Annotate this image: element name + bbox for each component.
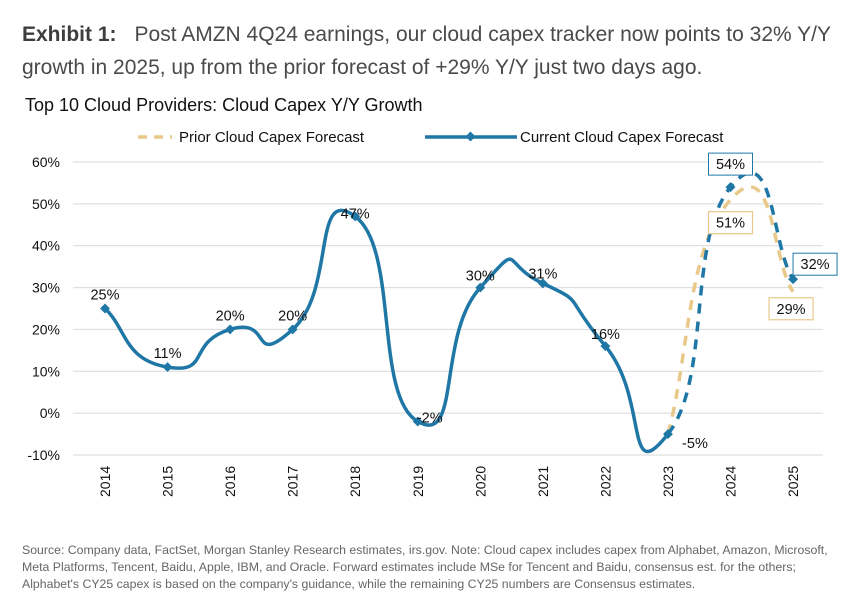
legend: Prior Cloud Capex Forecast Current Cloud …	[138, 129, 724, 146]
series-current-marker	[412, 416, 423, 427]
x-tick-label: 2022	[597, 466, 613, 497]
series-current-marker	[475, 282, 486, 293]
series-current-marker	[287, 324, 298, 335]
x-tick-label: 2023	[660, 466, 676, 497]
chart-title: Top 10 Cloud Providers: Cloud Capex Y/Y …	[25, 95, 423, 115]
series-prior-line	[666, 185, 795, 435]
current-data-label: 16%	[591, 327, 620, 343]
exhibit-caption: Exhibit 1: Post AMZN 4Q24 earnings, our c…	[22, 18, 842, 84]
series-current-line-actual	[103, 208, 670, 453]
series-current-marker	[350, 211, 361, 222]
x-tick-label: 2021	[535, 466, 551, 497]
y-tick-label: 40%	[32, 238, 60, 254]
current-data-label: 20%	[278, 308, 307, 324]
source-footnote: Source: Company data, FactSet, Morgan St…	[22, 543, 828, 591]
x-tick-label: 2015	[160, 466, 176, 497]
prior-data-label: 29%	[777, 302, 806, 318]
series-current-marker	[225, 324, 236, 335]
y-axis-ticks: 60% 50% 40% 30% 20% 10% 0% -10%	[27, 154, 60, 463]
y-tick-label: 50%	[32, 196, 60, 212]
current-data-label: -5%	[682, 436, 708, 452]
x-tick-label: 2024	[723, 466, 739, 497]
x-tick-label: 2025	[785, 466, 801, 497]
y-tick-label: 30%	[32, 280, 60, 296]
current-data-label: 54%	[716, 157, 745, 173]
x-tick-label: 2018	[347, 466, 363, 497]
current-data-label: 20%	[216, 308, 245, 324]
series	[100, 171, 798, 453]
y-tick-label: 10%	[32, 363, 60, 379]
y-tick-label: 20%	[32, 321, 60, 337]
y-tick-label: -10%	[27, 447, 60, 463]
series-current-marker	[663, 429, 673, 440]
x-tick-label: 2020	[472, 466, 488, 497]
series-current-marker	[537, 278, 548, 289]
current-data-label-box	[708, 152, 753, 176]
current-data-label: 11%	[154, 346, 182, 362]
series-current-marker	[162, 362, 173, 373]
current-data-label-box	[792, 252, 838, 276]
current-data-label: 32%	[801, 257, 830, 273]
legend-current-label: Current Cloud Capex Forecast	[520, 129, 724, 146]
series-current-marker	[600, 341, 611, 352]
data-labels: 25% 11% 20% 20% 47% -2% 30% 31% 16% -5% 54% 32% 51% 2…	[90, 152, 838, 452]
current-data-label: -2%	[417, 411, 443, 427]
y-tick-label: 0%	[40, 405, 60, 421]
current-data-label: 30%	[466, 269, 495, 285]
exhibit-text: Post AMZN 4Q24 earnings, our cloud capex…	[22, 23, 831, 79]
current-data-label: 31%	[528, 266, 557, 282]
y-tick-label: 60%	[32, 154, 60, 170]
prior-data-label-box	[768, 297, 814, 321]
current-data-label: 47%	[341, 206, 370, 222]
x-tick-label: 2019	[410, 466, 426, 497]
gridlines	[73, 161, 823, 456]
x-tick-label: 2016	[222, 466, 238, 497]
prior-data-label-box	[707, 211, 754, 235]
series-current-marker	[725, 182, 736, 193]
exhibit-label: Exhibit 1:	[22, 23, 117, 46]
current-data-label: 25%	[90, 288, 119, 304]
legend-prior-label: Prior Cloud Capex Forecast	[179, 129, 365, 146]
x-tick-label: 2017	[285, 466, 301, 497]
prior-data-label: 51%	[716, 216, 745, 232]
series-current-marker	[788, 274, 798, 285]
x-axis-ticks: 2014 2015 2016 2017 2018 2019 2020 2021 2022 2023…	[97, 466, 801, 497]
legend-current-marker	[465, 131, 476, 142]
x-tick-label: 2014	[97, 466, 113, 497]
